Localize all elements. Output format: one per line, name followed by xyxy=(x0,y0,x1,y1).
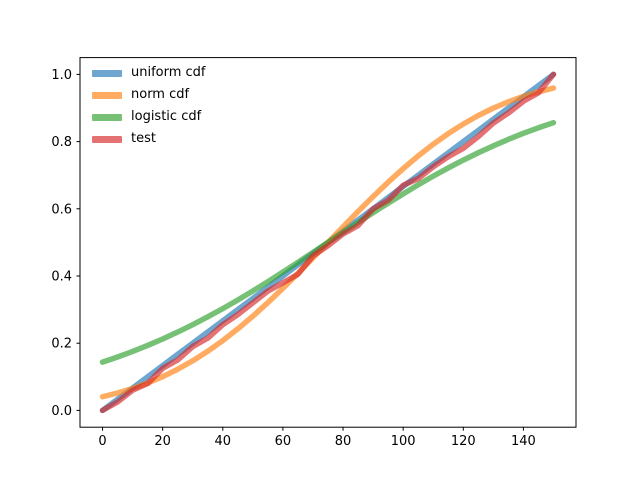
legend-swatch-uniform-cdf xyxy=(92,69,122,77)
series-line-test xyxy=(99,71,557,414)
x-tick-label: 120 xyxy=(451,434,476,449)
legend: uniform cdf norm cdf logistic cdf test xyxy=(92,62,206,150)
y-tick-label: 0.2 xyxy=(51,337,72,352)
legend-label-norm-cdf: norm cdf xyxy=(131,87,190,102)
legend-label-test: test xyxy=(131,131,156,146)
y-tick-label: 0.6 xyxy=(51,202,72,217)
x-tick-label: 80 xyxy=(335,434,352,449)
x-tick-label: 20 xyxy=(154,434,171,449)
x-tick-label: 40 xyxy=(215,434,232,449)
legend-swatch-logistic-cdf xyxy=(92,113,122,121)
x-tick-label: 100 xyxy=(391,434,416,449)
legend-label-uniform-cdf: uniform cdf xyxy=(131,65,206,80)
legend-label-logistic-cdf: logistic cdf xyxy=(131,109,202,124)
x-tick-label: 0 xyxy=(98,434,106,449)
legend-item-test: test xyxy=(92,128,206,150)
x-tick-label: 140 xyxy=(511,434,536,449)
y-tick-label: 0.4 xyxy=(51,270,72,285)
y-tick-label: 0.0 xyxy=(51,404,72,419)
legend-swatch-norm-cdf xyxy=(92,91,122,99)
legend-item-uniform-cdf: uniform cdf xyxy=(92,62,206,84)
legend-item-norm-cdf: norm cdf xyxy=(92,84,206,106)
legend-swatch-test xyxy=(92,135,122,143)
legend-item-logistic-cdf: logistic cdf xyxy=(92,106,206,128)
y-tick-label: 1.0 xyxy=(51,68,72,83)
y-tick-label: 0.8 xyxy=(51,135,72,150)
axes-frame xyxy=(79,57,577,428)
x-tick-label: 60 xyxy=(275,434,292,449)
